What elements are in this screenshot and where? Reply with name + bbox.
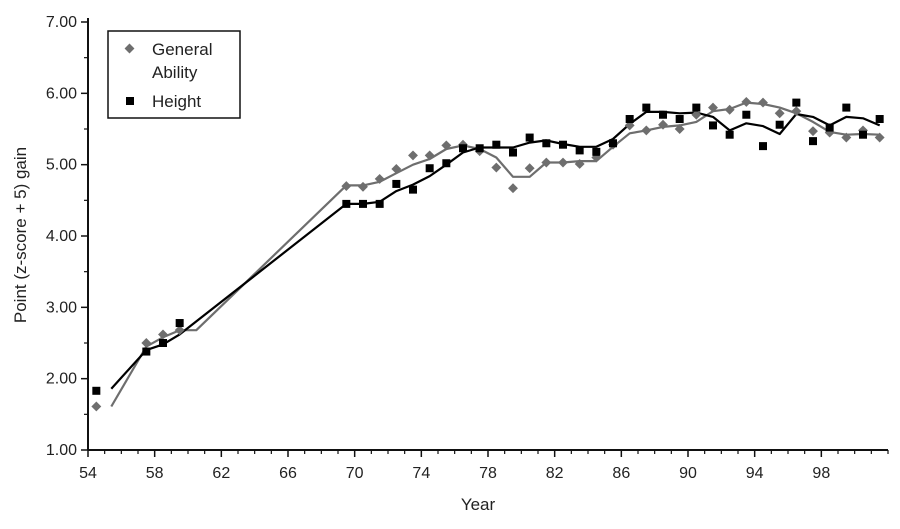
y-tick-label: 3.00 [46, 299, 77, 316]
point-general-ability [808, 126, 818, 137]
point-height [142, 347, 151, 356]
x-tick-label: 94 [746, 465, 764, 482]
x-tick-label: 82 [546, 465, 564, 482]
point-height [759, 142, 767, 151]
point-height [442, 159, 451, 168]
point-height [609, 139, 617, 148]
point-general-ability [574, 159, 585, 169]
point-general-ability [91, 401, 102, 412]
y-axis-title: Point (z-score + 5) gain [11, 147, 30, 323]
point-height [825, 123, 834, 132]
x-axis-title: Year [461, 495, 496, 514]
point-height [342, 199, 351, 208]
point-general-ability [358, 181, 368, 192]
y-tick-label: 2.00 [46, 371, 77, 388]
point-height [492, 140, 501, 149]
x-tick-label: 90 [679, 465, 697, 482]
trend-line-height [110, 110, 881, 390]
point-general-ability [774, 108, 785, 119]
y-tick-label: 7.00 [46, 14, 77, 31]
axes: 1.00 2.00 3.00 4.00 5.00 6.00 7.00 54 58 62 66 70 74… [46, 14, 889, 482]
y-tick-label: 4.00 [46, 228, 77, 245]
point-height [842, 103, 851, 112]
point-height [409, 185, 417, 194]
x-tick-label: 78 [479, 465, 497, 482]
y-tick-label: 1.00 [46, 442, 77, 459]
point-height [575, 146, 584, 155]
point-height [542, 139, 551, 148]
point-general-ability [158, 329, 168, 340]
point-height [792, 98, 801, 107]
legend-label-height: Height [152, 92, 201, 111]
point-height [809, 137, 817, 146]
point-general-ability [491, 162, 502, 173]
point-general-ability [441, 140, 452, 151]
point-general-ability [341, 181, 352, 192]
point-height [92, 386, 101, 395]
point-height [392, 179, 401, 188]
point-height [509, 148, 517, 157]
point-general-ability [558, 157, 568, 168]
point-general-ability [641, 125, 652, 136]
point-height [725, 130, 734, 139]
point-general-ability [541, 157, 552, 168]
y-tick-label: 6.00 [46, 85, 77, 102]
point-general-ability [874, 132, 885, 143]
point-general-ability [408, 150, 418, 161]
point-height [675, 115, 684, 124]
y-tick-label: 5.00 [46, 157, 77, 174]
point-general-ability [508, 183, 518, 194]
point-height [692, 103, 701, 112]
point-general-ability [658, 119, 668, 130]
x-tick-label: 58 [146, 465, 164, 482]
point-height [459, 144, 467, 153]
point-height [475, 144, 484, 153]
point-height [592, 147, 601, 156]
point-general-ability [741, 96, 752, 107]
x-tick-label: 70 [346, 465, 364, 482]
point-height [159, 339, 167, 347]
point-general-ability [374, 173, 385, 184]
point-height [175, 319, 184, 328]
point-general-ability [391, 163, 402, 174]
point-general-ability [691, 109, 702, 120]
x-tick-label: 86 [612, 465, 630, 482]
point-general-ability [758, 97, 768, 108]
point-general-ability [708, 102, 718, 113]
legend-label-general-ability-line2: Ability [152, 63, 198, 82]
point-height [875, 115, 884, 124]
point-height [859, 130, 867, 139]
legend: General Ability Height [107, 30, 241, 119]
point-height [559, 140, 567, 149]
point-general-ability [791, 106, 802, 117]
legend-marker-general-ability [124, 43, 135, 54]
point-general-ability [141, 338, 152, 348]
x-tick-label: 54 [79, 465, 97, 482]
point-height [375, 199, 384, 208]
point-height [709, 121, 717, 130]
point-height [659, 110, 667, 119]
point-height [642, 103, 651, 112]
legend-label-general-ability-line1: General [152, 40, 212, 59]
x-tick-label: 98 [812, 465, 830, 482]
point-general-ability [174, 325, 185, 336]
point-height [425, 164, 434, 173]
point-height [625, 115, 634, 124]
point-general-ability [424, 150, 435, 161]
point-height [525, 133, 534, 142]
point-general-ability [524, 163, 535, 174]
x-tick-label: 62 [212, 465, 230, 482]
markers [91, 96, 885, 412]
point-general-ability [841, 132, 852, 143]
x-tick-label: 66 [279, 465, 297, 482]
point-height [775, 120, 784, 129]
x-tick-label: 74 [412, 465, 430, 482]
legend-marker-height [126, 97, 134, 105]
point-height [359, 199, 367, 208]
point-general-ability [724, 104, 735, 115]
point-height [742, 110, 751, 119]
point-general-ability [674, 124, 685, 134]
